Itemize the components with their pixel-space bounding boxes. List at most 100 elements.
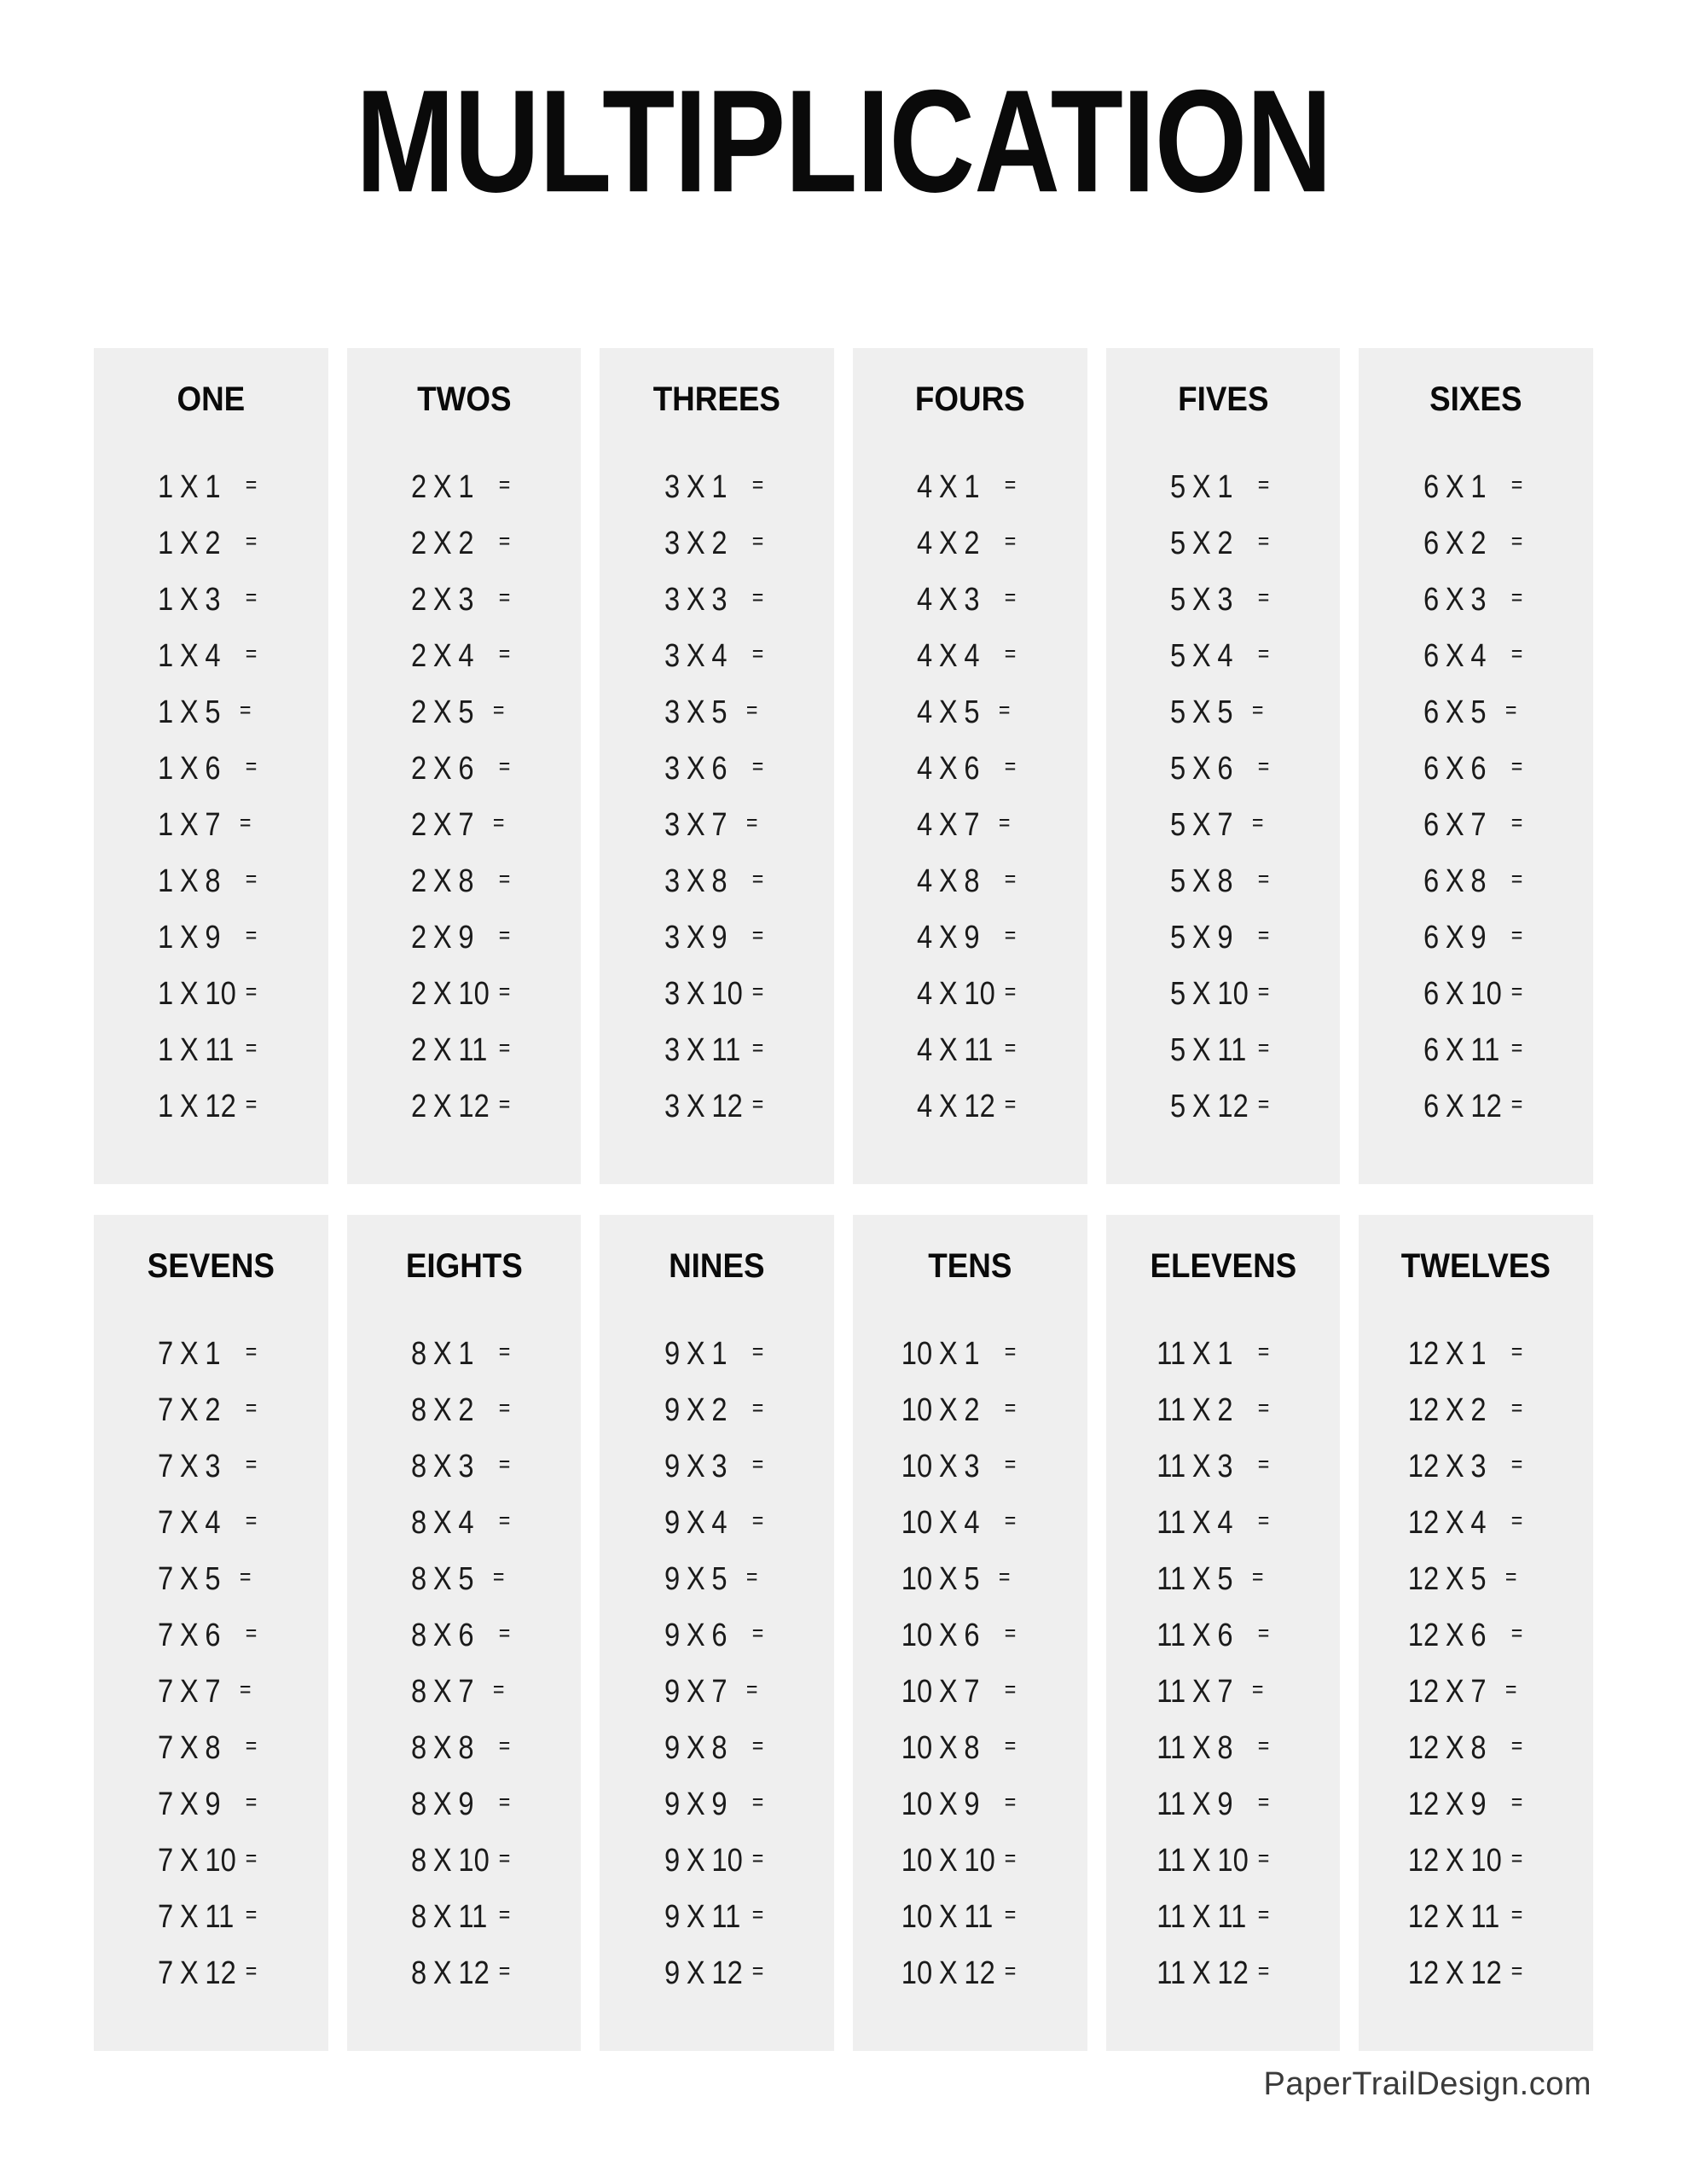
equation-row: 6 X 4 =	[1406, 628, 1545, 684]
equation-row: 3 X 12 =	[647, 1078, 786, 1135]
equation-row: 9 X 7 =	[647, 1664, 786, 1720]
equation-left-operand: 12	[1407, 1674, 1439, 1710]
equation-row: 7 X 7 =	[142, 1664, 281, 1720]
equation-row: 7 X 5 =	[142, 1551, 281, 1607]
multiplication-operator: X	[180, 638, 200, 674]
equation-right-operand: 1	[711, 469, 728, 505]
equation-row: 8 X 3 =	[394, 1438, 533, 1495]
equals-sign: =	[1504, 696, 1517, 723]
multiplication-operator: X	[1191, 976, 1211, 1012]
multiplication-operator: X	[180, 1618, 200, 1653]
multiplication-operator: X	[180, 1449, 200, 1484]
equation-left-operand: 1	[158, 469, 174, 505]
equals-sign: =	[751, 921, 763, 948]
equation-row: 2 X 2 =	[394, 515, 533, 572]
equation-left-operand: 9	[664, 1899, 680, 1935]
equals-sign: =	[751, 1957, 763, 1984]
multiplication-operator: X	[1445, 1032, 1464, 1068]
multiplication-operator: X	[1445, 1449, 1464, 1484]
equation-row: 2 X 1 =	[394, 459, 533, 515]
equals-sign: =	[1257, 1394, 1270, 1420]
equals-sign: =	[751, 471, 763, 497]
multiplication-operator: X	[432, 582, 452, 618]
multiplication-operator: X	[1445, 1899, 1464, 1935]
equation-row: 10 X 2 =	[901, 1382, 1040, 1438]
equals-sign: =	[1504, 1676, 1517, 1702]
equation-row: 9 X 4 =	[647, 1495, 786, 1551]
equals-sign: =	[498, 1957, 511, 1984]
equals-sign: =	[246, 1507, 258, 1533]
multiplication-operator: X	[939, 1955, 959, 1991]
equals-sign: =	[246, 471, 258, 497]
equation-row: 12 X 10 =	[1406, 1833, 1545, 1889]
equation-left-operand: 12	[1407, 1730, 1439, 1766]
equation-row: 7 X 1 =	[142, 1326, 281, 1382]
equation-left-operand: 8	[410, 1955, 427, 1991]
equation-row: 11 X 1 =	[1153, 1326, 1292, 1382]
equation-right-operand: 5	[711, 694, 728, 730]
equation-right-operand: 7	[458, 1674, 474, 1710]
equals-sign: =	[1510, 752, 1522, 779]
equation-left-operand: 9	[664, 1843, 680, 1879]
multiplication-operator: X	[180, 1336, 200, 1372]
equation-row: 10 X 4 =	[901, 1495, 1040, 1551]
equation-row: 10 X 7 =	[901, 1664, 1040, 1720]
equation-left-operand: 1	[158, 526, 174, 561]
equation-left-operand: 5	[1169, 526, 1186, 561]
multiplication-operator: X	[686, 1730, 705, 1766]
equation-left-operand: 12	[1407, 1955, 1439, 1991]
equals-sign: =	[246, 527, 258, 554]
equation-left-operand: 11	[1157, 1561, 1186, 1597]
equals-sign: =	[751, 1394, 763, 1420]
equation-right-operand: 11	[458, 1032, 488, 1068]
equation-right-operand: 2	[1217, 1392, 1233, 1428]
equation-row: 5 X 2 =	[1153, 515, 1292, 572]
equals-sign: =	[246, 921, 258, 948]
equation-right-operand: 8	[964, 1730, 980, 1766]
equation-right-operand: 9	[1217, 1786, 1233, 1822]
equation-right-operand: 3	[205, 582, 221, 618]
equation-left-operand: 6	[1423, 469, 1439, 505]
equation-row: 2 X 4 =	[394, 628, 533, 684]
equation-row: 10 X 3 =	[901, 1438, 1040, 1495]
equation-row: 9 X 10 =	[647, 1833, 786, 1889]
equation-right-operand: 1	[1217, 1336, 1233, 1372]
equation-left-operand: 6	[1423, 694, 1439, 730]
equals-sign: =	[751, 1619, 763, 1646]
table-header: ONE	[177, 380, 246, 418]
equation-row: 9 X 9 =	[647, 1776, 786, 1833]
equals-sign: =	[498, 527, 511, 554]
multiplication-operator: X	[432, 1674, 452, 1710]
table-card-2: TWOS 2 X 1 = 2 X 2 = 2 X 3 = 2 X 4 = 2 X 5 = 2 X 6 = 2 X 7 = 2 X 8 = 2 X 9 =…	[346, 348, 582, 1184]
equals-sign: =	[492, 696, 505, 723]
multiplication-operator: X	[432, 807, 452, 843]
multiplication-operator: X	[1191, 1674, 1211, 1710]
equation-left-operand: 1	[158, 694, 174, 730]
equation-right-operand: 10	[1470, 1843, 1502, 1879]
equation-left-operand: 9	[664, 1505, 680, 1541]
equation-left-operand: 5	[1169, 920, 1186, 956]
equation-row: 10 X 6 =	[901, 1607, 1040, 1664]
equation-left-operand: 12	[1407, 1786, 1439, 1822]
multiplication-operator: X	[1191, 1843, 1211, 1879]
multiplication-operator: X	[1191, 1032, 1211, 1068]
equation-left-operand: 2	[410, 807, 427, 843]
footer-credit: PaperTrailDesign.com	[1263, 2066, 1591, 2102]
equation-row: 6 X 11 =	[1406, 1022, 1545, 1078]
equals-sign: =	[1510, 471, 1522, 497]
equation-right-operand: 4	[964, 638, 980, 674]
equation-left-operand: 5	[1169, 976, 1186, 1012]
equals-sign: =	[751, 978, 763, 1004]
multiplication-operator: X	[939, 1505, 959, 1541]
equals-sign: =	[1257, 1090, 1270, 1117]
multiplication-operator: X	[1445, 638, 1464, 674]
equation-right-operand: 10	[205, 1843, 237, 1879]
equation-left-operand: 11	[1157, 1843, 1186, 1879]
multiplication-operator: X	[1191, 1561, 1211, 1597]
equation-row: 5 X 10 =	[1153, 966, 1292, 1022]
table-header: TWOS	[416, 380, 512, 418]
equation-row: 10 X 9 =	[901, 1776, 1040, 1833]
equation-left-operand: 6	[1423, 751, 1439, 787]
equation-row: 5 X 1 =	[1153, 459, 1292, 515]
equation-right-operand: 3	[711, 1449, 728, 1484]
